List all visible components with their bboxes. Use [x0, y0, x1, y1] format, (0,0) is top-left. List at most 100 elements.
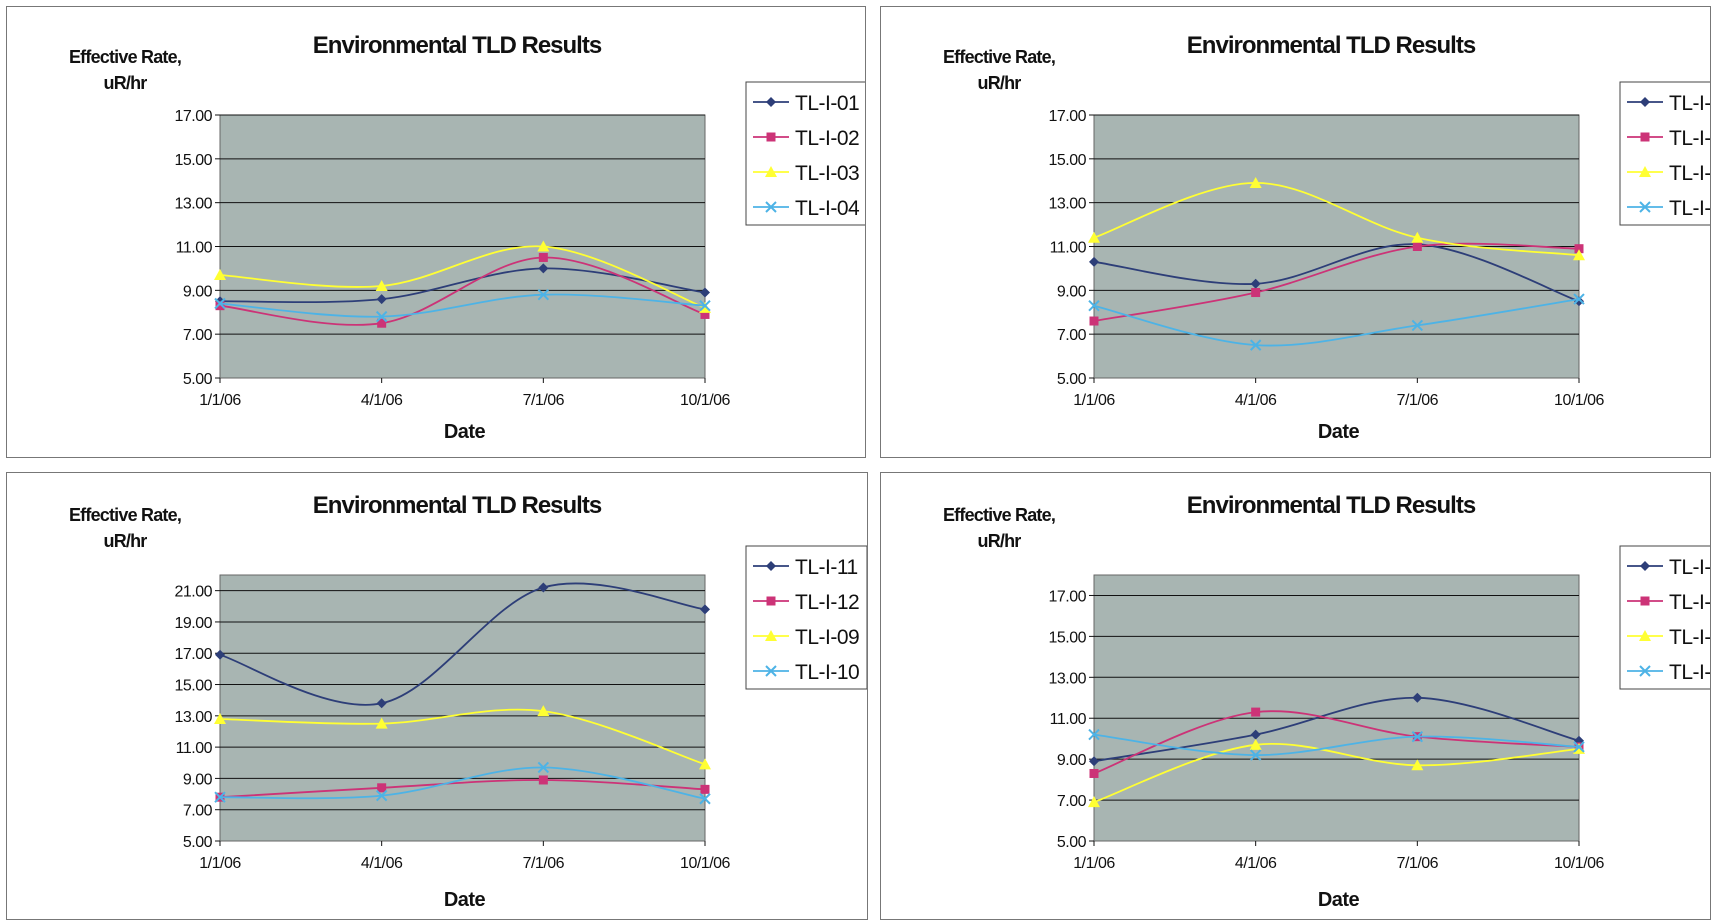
y-tick-label: 15.00 — [1048, 629, 1086, 646]
y-tick-label: 13.00 — [174, 709, 212, 726]
y-axis-unit: uR/hr — [978, 531, 1022, 551]
data-point — [1573, 293, 1585, 305]
y-axis-label: Effective Rate, — [943, 505, 1055, 525]
data-point — [538, 582, 549, 593]
data-point — [538, 775, 548, 785]
chart-panel-3: 5.00 7.00 9.00 11.00 13.00 15.00 17.00 19.00 21.… — [6, 472, 868, 920]
x-tick-label: 7/1/06 — [523, 855, 565, 872]
data-point — [1411, 730, 1424, 743]
data-point — [700, 287, 710, 298]
legend-label: TL-I-03 — [795, 162, 859, 185]
data-point — [215, 649, 225, 660]
chart-title: Environmental TLD Results — [313, 32, 602, 59]
legend-label: TL-I-09 — [795, 626, 859, 649]
legend-label: TL-I-14 — [1669, 661, 1711, 684]
x-tick-label: 10/1/06 — [680, 855, 730, 872]
data-point — [1089, 756, 1099, 767]
legend-marker — [766, 561, 776, 571]
data-point — [1089, 316, 1099, 326]
series-TL-I-14 — [1088, 728, 1585, 761]
data-point — [375, 310, 388, 323]
data-point — [1249, 738, 1262, 750]
data-point — [537, 289, 550, 301]
legend-label: TL-I-07 — [1669, 127, 1711, 150]
data-point — [1249, 176, 1262, 188]
x-axis-label: Date — [1318, 421, 1360, 443]
y-tick-label: 7.00 — [183, 803, 213, 820]
data-point — [1251, 288, 1261, 298]
data-point — [699, 793, 711, 805]
x-axis-label: Date — [444, 421, 486, 443]
legend-marker — [1640, 97, 1650, 107]
y-tick-label: 9.00 — [1057, 752, 1087, 769]
legend-label: TL-I-10 — [795, 661, 859, 684]
x-tick-label: 10/1/06 — [1554, 855, 1604, 872]
y-axis-label: Effective Rate, — [69, 505, 181, 525]
series-TL-I-07 — [1089, 242, 1584, 326]
legend-marker — [765, 166, 777, 177]
data-point — [377, 783, 387, 793]
y-tick-label: 13.00 — [1048, 670, 1086, 687]
data-point — [1573, 741, 1585, 753]
series-line — [1093, 696, 1580, 763]
data-point — [700, 309, 710, 319]
y-tick-label: 19.00 — [174, 615, 212, 632]
x-tick-label: 4/1/06 — [361, 855, 403, 872]
data-point — [699, 301, 711, 313]
series-line — [1093, 743, 1580, 803]
y-tick-label: 21.00 — [174, 584, 212, 601]
series-line — [219, 245, 706, 309]
legend-label: TL-I-05 — [1669, 197, 1711, 220]
data-point — [214, 297, 226, 310]
legend-marker — [766, 596, 776, 606]
x-tick-label: 10/1/06 — [680, 392, 730, 409]
x-tick-label: 4/1/06 — [1235, 855, 1277, 872]
y-tick-label: 11.00 — [1050, 240, 1087, 257]
series-line — [1093, 298, 1580, 347]
y-tick-label: 15.00 — [1048, 152, 1086, 169]
x-tick-label: 10/1/06 — [1554, 392, 1604, 409]
legend: TL-I-15 TL-I-16 TL-I-13 TL-I-14 — [1619, 545, 1711, 690]
data-point — [1088, 796, 1100, 808]
legend-box — [745, 545, 867, 690]
x-axis-label: Date — [1318, 889, 1360, 911]
series-TL-I-01 — [215, 263, 710, 307]
data-point — [1412, 692, 1423, 703]
legend-marker — [1639, 166, 1651, 177]
data-point — [375, 717, 388, 729]
series-line — [219, 293, 706, 318]
y-tick-label: 5.00 — [1057, 371, 1087, 388]
legend-label: TL-I-01 — [795, 92, 859, 115]
data-point — [1411, 759, 1424, 771]
legend-marker — [1639, 630, 1651, 641]
data-point — [1089, 768, 1099, 778]
series-line — [219, 779, 706, 799]
y-tick-label: 17.00 — [174, 108, 212, 125]
series-line — [219, 256, 706, 326]
chart-title: Environmental TLD Results — [1187, 32, 1476, 59]
data-point — [537, 240, 550, 252]
legend-label: TL-I-15 — [1669, 556, 1711, 579]
y-tick-label: 11.00 — [1050, 711, 1087, 728]
plot-area — [1093, 574, 1580, 842]
series-line — [1093, 242, 1580, 322]
legend-marker — [1639, 665, 1651, 677]
data-point — [1250, 278, 1261, 289]
x-tick-label: 1/1/06 — [1073, 392, 1115, 409]
y-tick-label: 17.00 — [174, 646, 212, 663]
data-point — [376, 698, 387, 709]
y-tick-label: 7.00 — [1057, 327, 1087, 344]
legend-marker — [766, 97, 776, 107]
series-line — [219, 766, 706, 800]
y-axis-unit: uR/hr — [104, 531, 148, 551]
legend-marker — [1640, 132, 1650, 142]
y-tick-label: 7.00 — [183, 327, 213, 344]
series-line — [1093, 181, 1580, 257]
data-point — [700, 784, 710, 794]
x-tick-label: 4/1/06 — [1235, 392, 1277, 409]
legend-label: TL-I-02 — [795, 127, 859, 150]
legend-box — [1619, 545, 1710, 690]
x-axis-label: Date — [444, 889, 486, 911]
data-point — [214, 791, 226, 803]
series-line — [1093, 710, 1580, 775]
